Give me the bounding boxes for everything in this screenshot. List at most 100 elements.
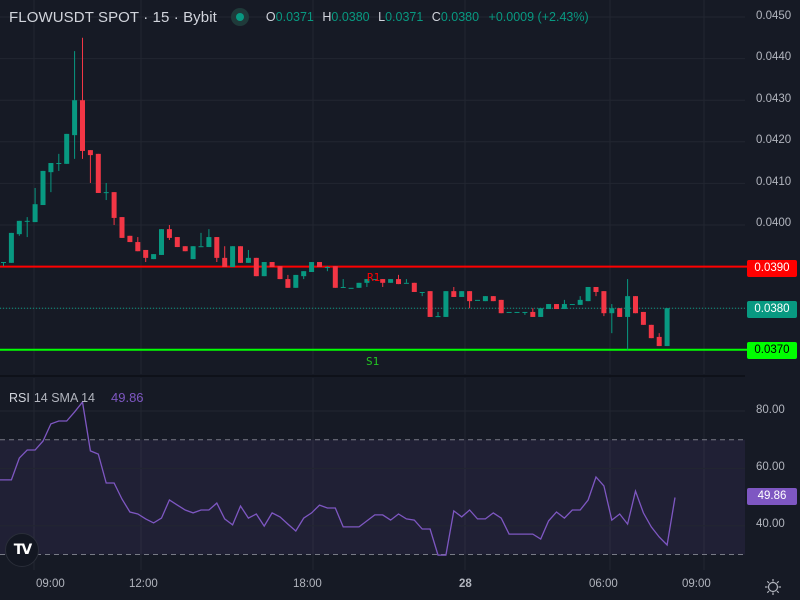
low-value: 0.0371 (385, 10, 424, 24)
candle-body (238, 246, 243, 263)
candle-body (482, 296, 488, 302)
candle-body (364, 279, 370, 283)
candle-body (222, 257, 228, 268)
candle-body (32, 204, 38, 223)
candle-body (24, 220, 30, 222)
candle-body (166, 229, 172, 238)
candle-body (277, 266, 283, 280)
rsi-tick: 60.00 (756, 461, 785, 473)
time-tick: 06:00 (589, 578, 618, 590)
candle-body (317, 262, 322, 268)
time-tick-day: 28 (459, 578, 472, 590)
time-axis-area (0, 570, 800, 600)
candle-body (530, 311, 536, 317)
support-price-tag: 0.0370 (747, 342, 797, 359)
candle-body (585, 286, 591, 302)
candle-body (64, 133, 70, 164)
rsi-tick: 80.00 (756, 404, 785, 416)
candle-body (301, 271, 307, 277)
resistance-price-tag: 0.0390 (747, 260, 797, 277)
candle-body (427, 291, 433, 317)
candle-body (198, 246, 204, 248)
candle-body (182, 246, 188, 252)
candle-body (459, 291, 465, 297)
candle-body (554, 304, 559, 310)
candle-body (380, 279, 386, 283)
candle-body (419, 291, 425, 293)
candle-body (348, 287, 354, 289)
candle-body (111, 192, 117, 218)
candle-body (388, 279, 394, 283)
pane-separator (0, 375, 745, 377)
time-tick: 09:00 (682, 578, 711, 590)
s1-label: S1 (366, 355, 379, 368)
ohlc-values: O0.0371 H0.0380 L0.0371 C0.0380 +0.0009 … (266, 10, 589, 24)
rsi-value: 49.86 (111, 390, 144, 405)
candle-body (633, 296, 638, 314)
rsi-legend: RSI 14 SMA 14 49.86 (9, 390, 144, 405)
time-tick: 18:00 (293, 578, 322, 590)
candle-body (467, 291, 473, 302)
candle-body (340, 286, 346, 288)
close-label: C (431, 10, 441, 24)
candle-body (561, 304, 567, 310)
candle-body (451, 291, 457, 297)
candle-body (475, 299, 480, 301)
candle-body (8, 232, 14, 263)
open-label: O (265, 10, 276, 24)
candle-body (324, 267, 330, 269)
price-tick: 0.0430 (756, 93, 792, 105)
candle-body (135, 242, 141, 252)
candle-body (372, 279, 378, 281)
candle-body (190, 246, 196, 260)
candle-body (309, 262, 315, 273)
candle-body (214, 237, 220, 258)
price-tick: 0.0440 (756, 51, 792, 63)
candle-body (143, 249, 149, 258)
candle-body (87, 150, 93, 156)
tradingview-logo-icon[interactable]: TV (5, 533, 39, 567)
candle-body (522, 311, 528, 313)
candle-body (95, 153, 101, 193)
candle-body (593, 286, 599, 292)
candle-body (356, 282, 362, 288)
candle-body (1, 262, 6, 264)
candle-body (498, 299, 504, 314)
candle-body (577, 299, 583, 305)
symbol-legend: FLOWUSDT SPOT · 15 · Bybit O0.0371 H0.03… (9, 7, 589, 27)
market-status-icon (230, 8, 249, 26)
time-tick: 12:00 (129, 578, 158, 590)
candle-body (119, 217, 125, 238)
candle-body (253, 257, 259, 277)
high-label: H (322, 10, 332, 24)
candle-body (490, 296, 496, 302)
rsi-tick: 40.00 (756, 518, 785, 530)
candle-body (538, 308, 544, 317)
candle-body (103, 192, 109, 194)
candle-body (159, 229, 164, 255)
close-value: 0.0380 (440, 10, 480, 24)
candle-body (609, 308, 615, 314)
candle-body (80, 100, 85, 151)
candle-body (16, 220, 22, 235)
rsi-name[interactable]: RSI (9, 390, 30, 405)
price-tick: 0.0450 (756, 10, 792, 22)
candle-body (396, 279, 401, 285)
candle-body (403, 282, 409, 284)
candle-body (269, 262, 275, 268)
candle-body (656, 336, 662, 347)
candle-body (206, 237, 212, 248)
candle-body (640, 311, 646, 325)
price-axis-area (745, 0, 800, 600)
open-value: 0.0371 (275, 10, 314, 24)
last-price-tag: 0.0380 (747, 301, 797, 318)
candle-body (506, 311, 512, 313)
gear-icon[interactable] (764, 578, 782, 596)
symbol-title[interactable]: FLOWUSDT SPOT · 15 · Bybit (9, 8, 217, 26)
candle-body (601, 291, 607, 314)
candle-body (72, 100, 78, 136)
candle-body (664, 308, 670, 347)
candle-body (443, 291, 449, 317)
price-tick: 0.0420 (756, 134, 792, 146)
